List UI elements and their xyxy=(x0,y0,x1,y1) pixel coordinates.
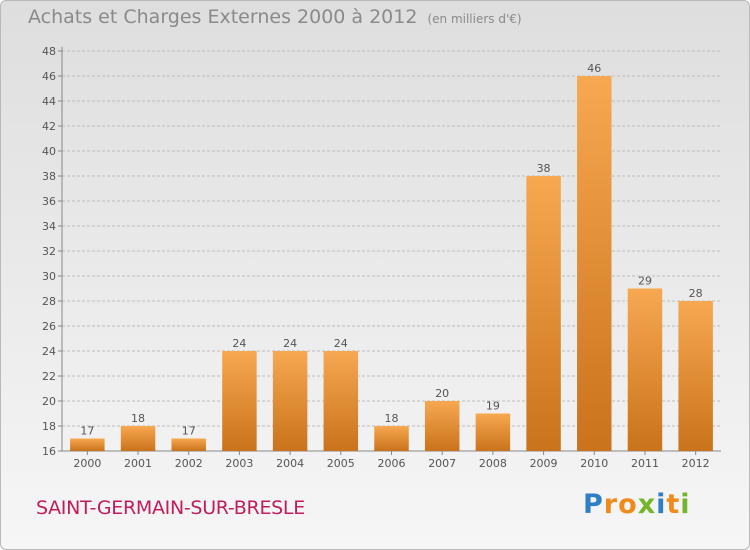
x-tick-label-2004: 2004 xyxy=(276,457,304,470)
data-labels: 17 18 17 24 24 24 18 20 19 38 46 29 28 xyxy=(80,62,702,438)
y-tick-label: 38 xyxy=(42,170,56,183)
data-label-2003: 24 xyxy=(232,337,246,350)
bar-2011 xyxy=(627,288,663,451)
x-tick-label-2000: 2000 xyxy=(73,457,101,470)
bar-2005 xyxy=(323,351,359,451)
logo-letter: P xyxy=(583,489,604,520)
bar-2002 xyxy=(171,438,206,451)
grid-lines xyxy=(62,50,721,427)
bar-2010 xyxy=(577,76,612,451)
logo-letter: x xyxy=(637,489,657,520)
y-tick-label: 34 xyxy=(42,220,56,233)
data-label-2009: 38 xyxy=(537,162,551,175)
data-label-2008: 19 xyxy=(486,400,500,413)
y-tick-label: 40 xyxy=(42,145,56,158)
y-tick-label: 32 xyxy=(42,245,56,258)
x-tick-label-2002: 2002 xyxy=(175,457,203,470)
x-tick-label-2005: 2005 xyxy=(327,457,355,470)
data-label-2001: 18 xyxy=(131,412,145,425)
data-label-2002: 17 xyxy=(182,425,196,438)
x-tick-label-2011: 2011 xyxy=(631,457,659,470)
y-tick-label: 24 xyxy=(42,345,56,358)
y-tick-labels: 16 18 20 22 24 26 28 30 32 34 36 38 40 42 44 46 48 xyxy=(42,45,56,458)
y-tick-label: 30 xyxy=(42,270,56,283)
x-tick-labels: 2000 2001 2002 2003 2004 2005 2006 2007 2008 2009… xyxy=(73,457,709,470)
bar-2012 xyxy=(678,301,713,451)
logo-letter: i xyxy=(656,489,667,520)
bar-2003 xyxy=(222,351,257,451)
x-tick-label-2003: 2003 xyxy=(225,457,253,470)
data-label-2005: 24 xyxy=(334,337,348,350)
data-label-2012: 28 xyxy=(689,287,703,300)
x-tick-label-2006: 2006 xyxy=(378,457,406,470)
y-tick-label: 18 xyxy=(42,420,56,433)
y-tick-label: 42 xyxy=(42,120,56,133)
y-tick-label: 36 xyxy=(42,195,56,208)
x-tick-label-2001: 2001 xyxy=(124,457,152,470)
x-tick-label-2010: 2010 xyxy=(580,457,608,470)
data-label-2010: 46 xyxy=(587,62,601,75)
data-label-2004: 24 xyxy=(283,337,297,350)
y-tick-label: 48 xyxy=(42,45,56,58)
bar-2007 xyxy=(424,401,460,451)
y-tick-label: 26 xyxy=(42,320,56,333)
chart-title-unit: (en milliers d'€) xyxy=(427,12,522,26)
logo-letter: t xyxy=(666,489,681,520)
bars xyxy=(70,76,713,451)
chart-title: Achats et Charges Externes 2000 à 2012 (e… xyxy=(28,6,522,28)
y-tick-label: 16 xyxy=(42,445,56,458)
proxiti-logo: Proxiti xyxy=(583,489,691,520)
location-name: SAINT-GERMAIN-SUR-BRESLE xyxy=(36,497,305,519)
chart-title-main: Achats et Charges Externes 2000 à 2012 xyxy=(28,6,418,28)
data-label-2006: 18 xyxy=(385,412,399,425)
y-tick-label: 28 xyxy=(42,295,56,308)
bar-2009 xyxy=(526,176,561,451)
data-label-2000: 17 xyxy=(80,425,94,438)
x-tick-label-2009: 2009 xyxy=(530,457,558,470)
x-tick-label-2007: 2007 xyxy=(428,457,456,470)
x-tick-label-2008: 2008 xyxy=(479,457,507,470)
y-tick-label: 22 xyxy=(42,370,56,383)
logo-letter: r xyxy=(603,489,619,520)
x-tick-label-2012: 2012 xyxy=(682,457,710,470)
data-label-2011: 29 xyxy=(638,275,652,288)
data-label-2007: 20 xyxy=(435,387,449,400)
bar-2006 xyxy=(374,426,409,451)
y-tick-label: 20 xyxy=(42,395,56,408)
logo-letter: i xyxy=(680,489,691,520)
logo-letter: o xyxy=(618,489,638,520)
y-tick-label: 44 xyxy=(42,95,56,108)
y-tick-label: 46 xyxy=(42,70,56,83)
bar-2001 xyxy=(120,426,156,451)
bar-2000 xyxy=(70,438,105,451)
bar-2004 xyxy=(272,351,308,451)
bar-2008 xyxy=(475,413,511,451)
